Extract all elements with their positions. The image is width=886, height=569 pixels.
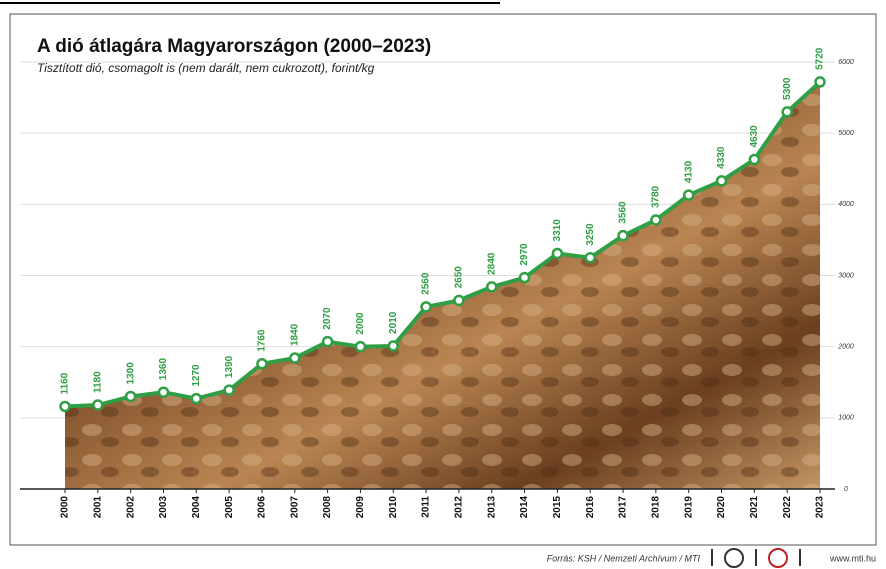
marker [520,273,529,282]
x-tick-label: 2002 [125,496,136,519]
x-tick-label: 2010 [388,496,399,519]
marker [225,386,234,395]
marker [586,253,595,262]
marker [651,215,660,224]
x-tick-label: 2020 [716,496,727,519]
value-label: 1160 [60,372,71,394]
x-tick-label: 2019 [683,496,694,519]
marker [553,249,562,258]
x-tick-label: 2016 [585,496,596,519]
y-tick-label: 3000 [838,272,854,279]
value-label: 1840 [289,323,300,346]
value-label: 1270 [191,364,202,387]
marker [93,401,102,410]
y-tick-label: 6000 [838,59,854,66]
marker [816,77,825,86]
page: A dió átlagára Magyarországon (2000–2023… [0,0,886,569]
plot: 0 1000 2000 3000 4000 5000 6000 1160 1180 1300 136… [20,47,854,518]
y-tick-label: 0 [844,486,848,493]
value-label: 1360 [158,358,169,381]
x-tick-label: 2008 [322,496,333,519]
x-tick-label: 2011 [421,496,432,518]
x-tick-label: 2021 [749,496,760,519]
value-label: 5720 [815,47,826,70]
marker [126,392,135,401]
area-texture [65,82,820,489]
value-label: 4130 [683,160,694,183]
marker [750,155,759,164]
x-tick-label: 2009 [355,496,366,519]
marker [783,107,792,116]
value-label: 2970 [519,243,530,266]
value-label: 3310 [552,219,563,242]
value-label: 5300 [782,77,793,100]
chart-title: A dió átlagára Magyarországon (2000–2023… [37,36,431,57]
marker [159,388,168,397]
value-label: 3780 [651,185,662,208]
value-label: 2070 [322,307,333,330]
x-tick-label: 2001 [92,496,103,519]
value-label: 1760 [257,329,268,352]
value-label: 2010 [388,311,399,334]
source: Forrás: KSH / Nemzeti Archívum / MTI [547,553,701,563]
chart-subtitle: Tisztított dió, csomagolt is (nem darált… [37,61,375,75]
x-tick-label: 2023 [815,496,826,519]
x-tick-label: 2000 [60,496,71,519]
value-label: 1180 [92,371,103,393]
value-label: 4330 [716,146,727,169]
y-tick-label: 2000 [837,344,854,351]
marker [422,302,431,311]
y-tick-label: 1000 [838,415,854,422]
marker [257,359,266,368]
value-label: 2560 [421,272,432,295]
marker [61,402,70,411]
x-tick-label: 2003 [158,496,169,519]
x-tick-label: 2006 [257,496,268,519]
x-tick-label: 2004 [191,496,202,519]
x-tick-label: 2013 [486,496,497,519]
marker [323,337,332,346]
value-label: 1390 [224,355,235,378]
marker [717,176,726,185]
x-tick-label: 2005 [224,496,235,519]
value-label: 3560 [618,201,629,224]
marker [454,296,463,305]
marker [290,354,299,363]
marker [192,394,201,403]
y-tick-label: 5000 [838,130,854,137]
logos [712,549,800,567]
marker [389,341,398,350]
chart: A dió átlagára Magyarországon (2000–2023… [0,0,886,569]
x-tick-label: 2015 [552,496,563,519]
marker [356,342,365,351]
value-label: 2000 [355,312,366,335]
x-tick-label: 2012 [454,496,465,519]
x-tick-label: 2022 [782,496,793,519]
marker [619,231,628,240]
y-tick-label: 4000 [838,201,854,208]
x-tick-label: 2007 [289,496,300,519]
value-label: 3250 [585,223,596,246]
marker [684,191,693,200]
value-label: 1300 [125,362,136,385]
x-tick-label: 2017 [618,496,629,519]
x-tick-label: 2014 [519,496,530,519]
value-label: 2840 [486,252,497,275]
site: www.mti.hu [829,553,876,563]
value-label: 4630 [749,125,760,148]
x-tick-label: 2018 [651,496,662,519]
value-label: 2650 [454,266,465,289]
marker [487,282,496,291]
